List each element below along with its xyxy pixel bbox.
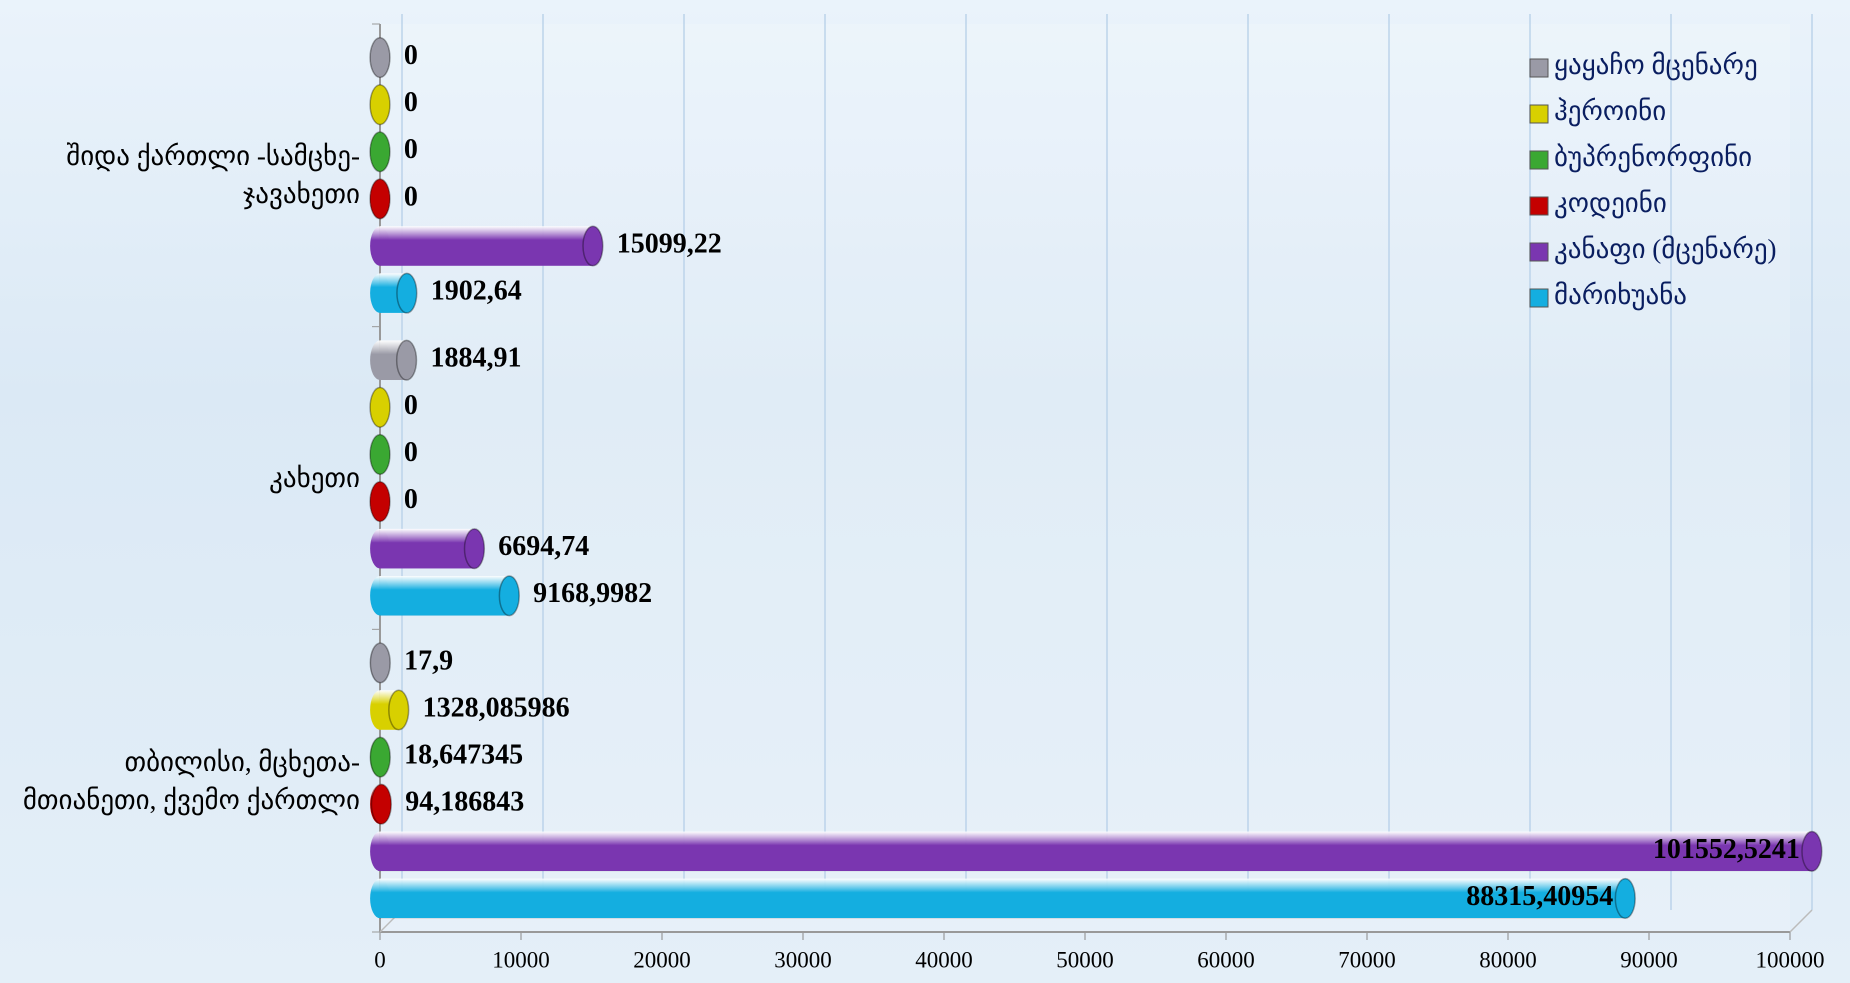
data-label: 88315,40954 (1466, 881, 1613, 912)
bar-cap (370, 575, 390, 616)
bar (380, 831, 1812, 872)
data-label: 15099,22 (617, 228, 722, 259)
y-tick-label: შიდა ქართლი -სამცხე-ჯავახეთი (66, 141, 360, 210)
bar-cap (369, 386, 391, 428)
bar-cap (370, 528, 390, 569)
data-label: 0 (404, 181, 418, 212)
bar (380, 575, 510, 616)
data-label: 0 (404, 87, 418, 118)
data-label: 0 (404, 40, 418, 71)
bar-cap (369, 178, 391, 220)
data-label: 0 (404, 437, 418, 468)
bar-cap (369, 642, 391, 684)
bar-cap (369, 736, 391, 778)
data-label: 18,647345 (404, 740, 523, 771)
data-label: 9168,9982 (533, 578, 652, 609)
data-label: 17,9 (404, 645, 453, 676)
data-label: 1902,64 (431, 276, 522, 307)
bar-cap (1801, 830, 1823, 872)
legend-swatch (1529, 196, 1549, 216)
legend-swatch (1529, 288, 1549, 308)
x-tick-label: 10000 (492, 947, 550, 972)
bar (380, 528, 475, 569)
bar-cap (463, 528, 486, 570)
legend-label: მარიხუანა (1554, 280, 1687, 311)
data-label: 1328,085986 (423, 692, 570, 723)
x-tick-label: 0 (374, 947, 386, 972)
plot-area (380, 24, 1790, 932)
x-tick-label: 100000 (1756, 947, 1825, 972)
legend-swatch (1529, 104, 1549, 124)
bar-cap (369, 481, 391, 523)
bar-cap (370, 340, 390, 381)
data-label: 0 (404, 484, 418, 515)
legend-swatch (1529, 242, 1549, 262)
x-tick-label: 30000 (774, 947, 832, 972)
bar-cap (370, 273, 390, 313)
legend-swatch (1529, 150, 1549, 170)
bar-cap (370, 690, 390, 730)
bar-cap (388, 689, 410, 731)
x-tick-label: 60000 (1197, 947, 1255, 972)
bar-cap (369, 84, 391, 126)
bar (380, 226, 593, 266)
bar-cap (370, 226, 390, 266)
data-label: 101552,5241 (1653, 834, 1800, 865)
x-tick-label: 70000 (1338, 947, 1396, 972)
bar (380, 878, 1626, 919)
x-tick-label: 90000 (1620, 947, 1678, 972)
legend-label: ყაყაჩო მცენარე (1554, 50, 1758, 81)
x-tick-label: 20000 (633, 947, 691, 972)
bar-cap (370, 831, 390, 872)
y-tick-label: თბილისი, მცხეთა-მთიანეთი, ქვემო ქართლი (22, 746, 360, 815)
bar-cap (395, 339, 418, 381)
axis-depth (1789, 909, 1813, 933)
data-label: 0 (404, 390, 418, 421)
bar-cap (370, 878, 390, 919)
bar-cap (369, 131, 391, 173)
bar-cap (498, 575, 520, 617)
legend-swatch (1529, 58, 1549, 78)
x-tick-label: 40000 (915, 947, 973, 972)
x-tick-label: 80000 (1479, 947, 1537, 972)
legend-label: კანაფი (მცენარე) (1554, 234, 1777, 265)
bar-cap (369, 37, 391, 79)
y-tick-label: კახეთი (269, 463, 360, 493)
x-tick-label: 50000 (1056, 947, 1114, 972)
bar-cap (1614, 877, 1636, 919)
data-label: 0 (404, 134, 418, 165)
legend-label: ჰეროინი (1554, 96, 1666, 127)
bar-cap (370, 783, 392, 825)
data-label: 1884,91 (430, 343, 521, 374)
bar-cap (369, 433, 391, 475)
legend-label: კოდეინი (1554, 188, 1667, 219)
data-label: 94,186843 (405, 787, 524, 818)
bar-cap (396, 272, 418, 314)
legend-label: ბუპრენორფინი (1554, 142, 1752, 173)
data-label: 6694,74 (498, 531, 589, 562)
bar-cap (582, 225, 604, 267)
